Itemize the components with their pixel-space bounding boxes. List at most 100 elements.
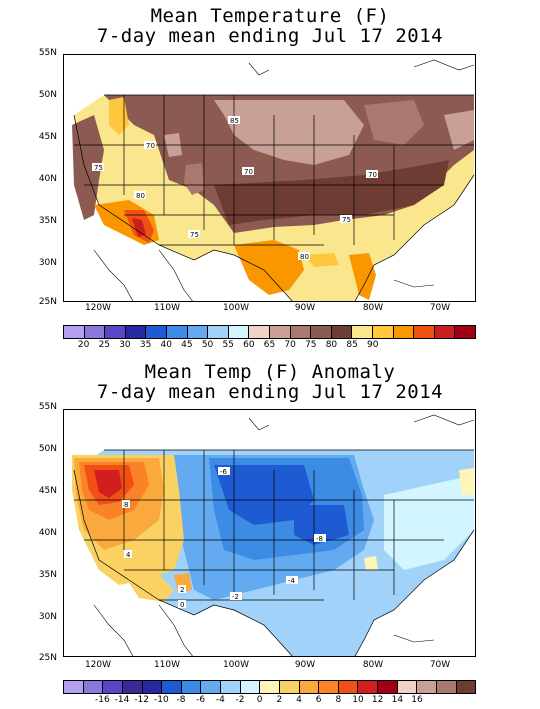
- colorbar-swatch: [417, 681, 437, 693]
- colorbar-swatch: [122, 681, 143, 693]
- colorbar-label: 80: [325, 340, 338, 350]
- colorbar-label: -8: [176, 695, 186, 705]
- colorbar-swatch: [103, 681, 123, 693]
- colorbar-swatch: [249, 326, 270, 338]
- colorbar-label: 85: [346, 340, 358, 350]
- contour-label: 85: [230, 117, 239, 125]
- bottom-colorbar-labels: -16 -14 -12 -10 -8 -6 -4 -2 0 2 4 6 8 10 12 14 16: [63, 695, 476, 707]
- colorbar-swatch: [338, 681, 359, 693]
- colorbar-swatch: [64, 681, 84, 693]
- colorbar-swatch: [208, 326, 229, 338]
- colorbar-swatch: [64, 326, 85, 338]
- lon-label: 90W: [294, 303, 316, 313]
- contour-label: 75: [94, 164, 103, 172]
- lat-label: 50N: [38, 90, 57, 100]
- colorbar-label: 30: [119, 340, 131, 350]
- lon-label: 80W: [362, 303, 384, 313]
- colorbar-label: -4: [215, 695, 225, 705]
- colorbar-swatch: [352, 326, 373, 338]
- colorbar-label: 10: [352, 695, 364, 705]
- colorbar-label: 14: [391, 695, 404, 705]
- colorbar-swatch: [162, 681, 182, 693]
- contour-label: 80: [300, 253, 309, 261]
- lat-label: 30N: [38, 258, 57, 268]
- lon-label: 110W: [153, 303, 181, 313]
- lon-label: 100W: [222, 303, 250, 313]
- lat-label: 40N: [38, 174, 57, 184]
- colorbar-swatch: [393, 326, 415, 338]
- colorbar-label: 65: [263, 340, 276, 350]
- colorbar-swatch: [358, 681, 378, 693]
- colorbar-label: -10: [153, 695, 169, 705]
- colorbar-swatch: [221, 681, 241, 693]
- lat-label: 35N: [38, 570, 57, 580]
- colorbar-label: 40: [160, 340, 172, 350]
- lon-label: 70W: [429, 303, 451, 313]
- colorbar-label: 8: [335, 695, 342, 705]
- lat-label: 45N: [38, 132, 57, 142]
- colorbar-swatch: [83, 681, 104, 693]
- contour-label: 70: [368, 171, 377, 179]
- contour-label: 0: [180, 601, 184, 609]
- contour-label: 75: [190, 231, 199, 239]
- bottom-map-title-line1: Mean Temp (F) Anomaly: [144, 361, 396, 383]
- contour-label: 80: [136, 192, 145, 200]
- lat-label: 30N: [38, 612, 57, 622]
- lat-label: 25N: [38, 297, 57, 307]
- contour-label: -4: [288, 577, 296, 585]
- lon-label: 90W: [294, 660, 316, 670]
- top-colorbar: [63, 325, 476, 339]
- contour-label: -8: [316, 535, 323, 543]
- colorbar-label: -14: [114, 695, 130, 705]
- colorbar-swatch: [290, 326, 312, 338]
- contour-label: 70: [244, 168, 253, 176]
- contour-label: 2: [180, 586, 184, 594]
- colorbar-swatch: [240, 681, 261, 693]
- top-temperature-map: 85 75 70 80 70 75 75 80 70: [63, 54, 476, 302]
- lat-label: 35N: [38, 216, 57, 226]
- top-map-title-line2: 7-day mean ending Jul 17 2014: [96, 25, 444, 47]
- contour-label: -2: [232, 593, 239, 601]
- lon-label: 70W: [429, 660, 451, 670]
- lat-label: 45N: [38, 486, 57, 496]
- colorbar-swatch: [181, 681, 202, 693]
- colorbar-swatch: [187, 326, 209, 338]
- colorbar-swatch: [269, 326, 291, 338]
- colorbar-swatch: [319, 681, 339, 693]
- colorbar-label: 0: [256, 695, 263, 705]
- colorbar-swatch: [455, 326, 475, 338]
- lat-label: 55N: [38, 48, 57, 58]
- colorbar-swatch: [434, 326, 456, 338]
- colorbar-label: 70: [284, 340, 296, 350]
- colorbar-swatch: [299, 681, 320, 693]
- lon-label: 110W: [153, 660, 181, 670]
- colorbar-label: 55: [222, 340, 234, 350]
- colorbar-swatch: [436, 681, 457, 693]
- colorbar-swatch: [125, 326, 147, 338]
- contour-label: 75: [342, 216, 351, 224]
- colorbar-swatch: [228, 326, 250, 338]
- colorbar-label: -2: [235, 695, 245, 705]
- lat-label: 25N: [38, 653, 57, 663]
- contour-label: 8: [124, 501, 128, 509]
- top-map-title-line1: Mean Temperature (F): [150, 5, 390, 27]
- colorbar-label: 2: [276, 695, 283, 705]
- lon-label: 100W: [222, 660, 250, 670]
- colorbar-swatch: [260, 681, 280, 693]
- contour-label: -6: [220, 468, 228, 476]
- colorbar-swatch: [142, 681, 163, 693]
- bottom-anomaly-map: -6 8 4 -8 -4 -2 2 0: [63, 409, 476, 657]
- lon-label: 120W: [84, 303, 112, 313]
- colorbar-label: -16: [94, 695, 110, 705]
- lat-label: 55N: [38, 402, 57, 412]
- colorbar-label: 4: [296, 695, 302, 705]
- contour-label: 70: [146, 142, 155, 150]
- colorbar-swatch: [84, 326, 106, 338]
- colorbar-label: 35: [139, 340, 152, 350]
- colorbar-swatch: [331, 326, 353, 338]
- colorbar-swatch: [378, 681, 398, 693]
- colorbar-label: 12: [371, 695, 384, 705]
- colorbar-label: 60: [243, 340, 255, 350]
- colorbar-label: 45: [181, 340, 193, 350]
- colorbar-swatch: [397, 681, 418, 693]
